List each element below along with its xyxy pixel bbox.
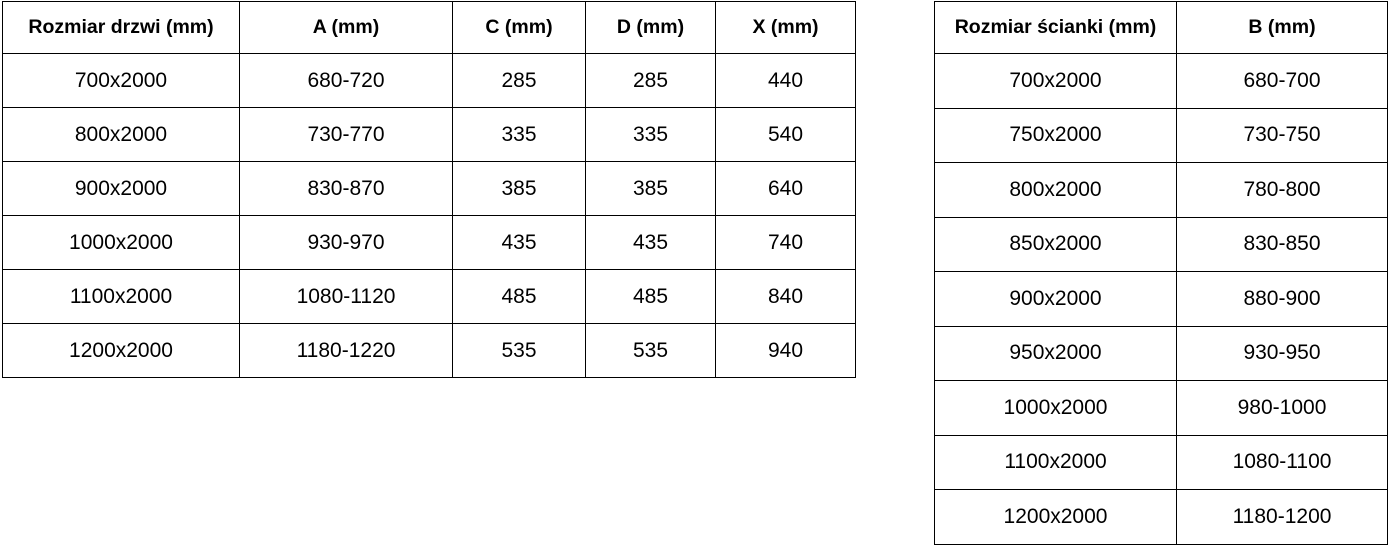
cell-x: 940 <box>715 323 856 378</box>
table-row: 1100x2000 1080-1120 485 485 840 <box>2 269 856 324</box>
cell-a: 1180-1220 <box>239 323 453 378</box>
column-header-wall-size: Rozmiar ścianki (mm) <box>934 1 1177 54</box>
table-row: 1200x2000 1180-1220 535 535 940 <box>2 323 856 378</box>
table-header-row: Rozmiar ścianki (mm) B (mm) <box>934 1 1388 54</box>
column-header-d: D (mm) <box>585 1 716 54</box>
cell-a: 1080-1120 <box>239 269 453 324</box>
table-row: 800x2000 780-800 <box>934 162 1388 218</box>
door-table-header: Rozmiar drzwi (mm) A (mm) C (mm) D (mm) … <box>2 1 856 54</box>
cell-b: 1080-1100 <box>1176 434 1388 490</box>
cell-a: 930-970 <box>239 215 453 270</box>
door-table-body: 700x2000 680-720 285 285 440 800x2000 73… <box>2 53 856 378</box>
cell-door-size: 1100x2000 <box>2 269 240 324</box>
column-header-c: C (mm) <box>452 1 586 54</box>
cell-d: 535 <box>585 323 716 378</box>
cell-wall-size: 1000x2000 <box>934 380 1177 436</box>
column-header-x: X (mm) <box>715 1 856 54</box>
table-row: 1200x2000 1180-1200 <box>934 489 1388 545</box>
wall-table-body: 700x2000 680-700 750x2000 730-750 800x20… <box>934 53 1388 545</box>
cell-b: 830-850 <box>1176 216 1388 272</box>
cell-b: 980-1000 <box>1176 380 1388 436</box>
cell-d: 335 <box>585 107 716 162</box>
cell-c: 285 <box>452 53 586 108</box>
table-row: 750x2000 730-750 <box>934 107 1388 163</box>
cell-door-size: 900x2000 <box>2 161 240 216</box>
wall-panel-dimensions-table: Rozmiar ścianki (mm) B (mm) 700x2000 680… <box>934 1 1388 545</box>
door-dimensions-table: Rozmiar drzwi (mm) A (mm) C (mm) D (mm) … <box>2 1 856 378</box>
cell-x: 840 <box>715 269 856 324</box>
cell-x: 540 <box>715 107 856 162</box>
cell-d: 385 <box>585 161 716 216</box>
cell-wall-size: 1200x2000 <box>934 489 1177 545</box>
cell-x: 740 <box>715 215 856 270</box>
cell-a: 730-770 <box>239 107 453 162</box>
column-header-door-size: Rozmiar drzwi (mm) <box>2 1 240 54</box>
cell-door-size: 1000x2000 <box>2 215 240 270</box>
cell-wall-size: 800x2000 <box>934 162 1177 218</box>
cell-c: 435 <box>452 215 586 270</box>
cell-wall-size: 750x2000 <box>934 107 1177 163</box>
cell-wall-size: 900x2000 <box>934 271 1177 327</box>
cell-d: 435 <box>585 215 716 270</box>
wall-table-header: Rozmiar ścianki (mm) B (mm) <box>934 1 1388 54</box>
table-row: 700x2000 680-720 285 285 440 <box>2 53 856 108</box>
cell-door-size: 1200x2000 <box>2 323 240 378</box>
cell-b: 1180-1200 <box>1176 489 1388 545</box>
cell-b: 880-900 <box>1176 271 1388 327</box>
cell-wall-size: 700x2000 <box>934 53 1177 109</box>
cell-c: 335 <box>452 107 586 162</box>
cell-c: 485 <box>452 269 586 324</box>
cell-x: 440 <box>715 53 856 108</box>
table-row: 900x2000 830-870 385 385 640 <box>2 161 856 216</box>
cell-d: 285 <box>585 53 716 108</box>
cell-wall-size: 1100x2000 <box>934 434 1177 490</box>
cell-c: 535 <box>452 323 586 378</box>
cell-b: 680-700 <box>1176 53 1388 109</box>
table-row: 1000x2000 980-1000 <box>934 380 1388 436</box>
cell-wall-size: 850x2000 <box>934 216 1177 272</box>
table-row: 1100x2000 1080-1100 <box>934 434 1388 490</box>
table-row: 850x2000 830-850 <box>934 216 1388 272</box>
cell-b: 730-750 <box>1176 107 1388 163</box>
cell-x: 640 <box>715 161 856 216</box>
cell-c: 385 <box>452 161 586 216</box>
table-header-row: Rozmiar drzwi (mm) A (mm) C (mm) D (mm) … <box>2 1 856 54</box>
table-row: 950x2000 930-950 <box>934 325 1388 381</box>
cell-a: 680-720 <box>239 53 453 108</box>
column-header-a: A (mm) <box>239 1 453 54</box>
cell-d: 485 <box>585 269 716 324</box>
cell-door-size: 700x2000 <box>2 53 240 108</box>
table-row: 800x2000 730-770 335 335 540 <box>2 107 856 162</box>
cell-b: 780-800 <box>1176 162 1388 218</box>
cell-b: 930-950 <box>1176 325 1388 381</box>
table-row: 1000x2000 930-970 435 435 740 <box>2 215 856 270</box>
cell-door-size: 800x2000 <box>2 107 240 162</box>
column-header-b: B (mm) <box>1176 1 1388 54</box>
table-row: 700x2000 680-700 <box>934 53 1388 109</box>
table-row: 900x2000 880-900 <box>934 271 1388 327</box>
cell-wall-size: 950x2000 <box>934 325 1177 381</box>
cell-a: 830-870 <box>239 161 453 216</box>
